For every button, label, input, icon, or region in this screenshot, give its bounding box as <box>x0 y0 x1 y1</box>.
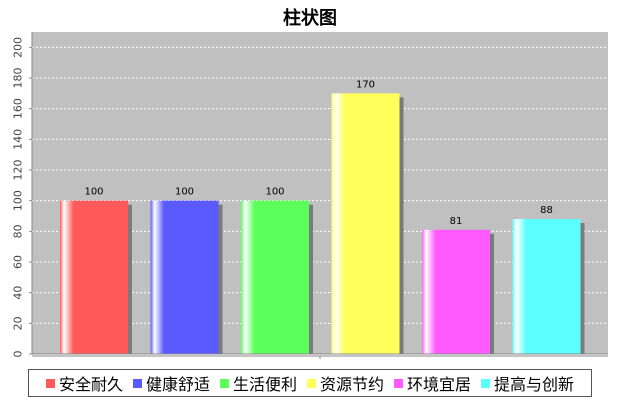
bar-健康舒适 <box>150 200 219 354</box>
legend-item: 提高与创新 <box>481 371 574 395</box>
bar-value-label: 100 <box>84 187 103 198</box>
gridlines <box>32 46 608 324</box>
legend-label: 环境宜居 <box>407 375 472 394</box>
y-tick-label: 20 <box>12 316 25 330</box>
y-tick-label: 0 <box>12 351 25 358</box>
bars <box>60 93 581 354</box>
y-tick-label: 120 <box>12 160 25 181</box>
y-tick-label: 100 <box>12 190 25 211</box>
legend-swatch <box>132 378 142 388</box>
y-tick-label: 80 <box>12 224 25 238</box>
y-tick-label: 60 <box>12 255 25 269</box>
legend-label: 资源节约 <box>320 375 385 394</box>
legend-label: 提高与创新 <box>494 375 575 394</box>
bar-value-label: 100 <box>265 187 284 198</box>
legend-label: 安全耐久 <box>58 375 123 394</box>
y-tick-label: 160 <box>12 98 25 119</box>
legend-swatch <box>481 378 491 388</box>
y-tick-label: 200 <box>12 37 25 58</box>
legend-item: 健康舒适 <box>132 371 210 395</box>
legend-swatch <box>307 378 316 388</box>
axes: 0 20 40 60 80 100 120 140 160 180 200 <box>12 32 608 359</box>
y-tick-label: 140 <box>12 129 25 150</box>
legend-item: 安全耐久 <box>45 371 123 395</box>
legend-item: 生活便利 <box>219 371 297 395</box>
y-tick-label: 180 <box>12 68 25 89</box>
legend-swatch <box>219 378 229 388</box>
legend-item: 环境宜居 <box>394 371 471 395</box>
legend-swatch <box>394 378 404 388</box>
legend-item: 资源节约 <box>307 371 384 395</box>
data-labels: 100 100 100 170 81 88 <box>84 79 552 226</box>
bar-环境宜居 <box>422 229 490 354</box>
y-tick-label: 40 <box>12 286 25 300</box>
bar-资源节约 <box>331 93 400 354</box>
bar-value-label: 100 <box>175 187 194 198</box>
bar-value-label: 170 <box>356 79 375 90</box>
bar-value-label: 81 <box>450 216 463 227</box>
bar-安全耐久 <box>60 200 128 354</box>
legend-swatch <box>45 378 55 388</box>
bar-生活便利 <box>241 200 309 354</box>
bar-提高与创新 <box>512 219 581 354</box>
chart-title: 柱状图 <box>283 8 337 29</box>
legend: 安全耐久 健康舒适 生活便利 资源节约 环境宜居 提高与创新 <box>28 369 592 397</box>
legend-label: 健康舒适 <box>145 375 210 394</box>
legend-label: 生活便利 <box>232 375 297 394</box>
bar-value-label: 88 <box>540 205 553 216</box>
